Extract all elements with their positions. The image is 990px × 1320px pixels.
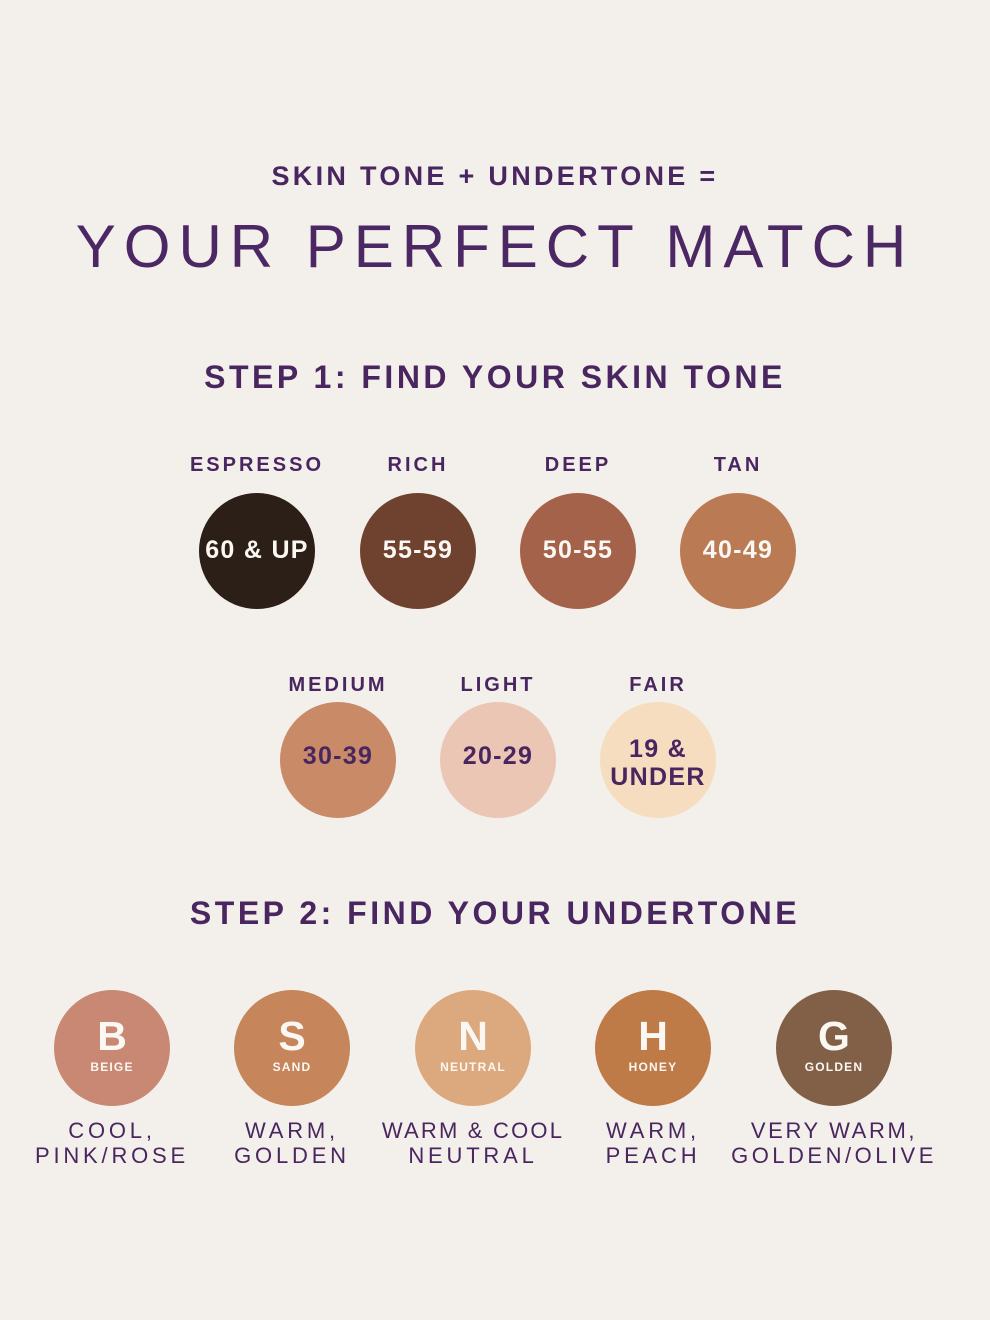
svg-text:B: B — [97, 1013, 127, 1059]
svg-text:MEDIUM: MEDIUM — [288, 674, 387, 696]
svg-text:YOUR PERFECT MATCH: YOUR PERFECT MATCH — [76, 213, 914, 280]
svg-text:COOL,: COOL, — [68, 1118, 155, 1143]
svg-text:55-59: 55-59 — [383, 536, 453, 564]
svg-text:RICH: RICH — [388, 454, 449, 476]
svg-text:40-49: 40-49 — [703, 536, 773, 564]
svg-text:PEACH: PEACH — [606, 1143, 701, 1168]
svg-text:STEP 2: FIND YOUR UNDERTONE: STEP 2: FIND YOUR UNDERTONE — [190, 895, 800, 931]
svg-text:H: H — [638, 1013, 668, 1059]
svg-text:GOLDEN: GOLDEN — [805, 1060, 864, 1074]
svg-text:S: S — [278, 1013, 305, 1059]
svg-text:WARM,: WARM, — [606, 1118, 700, 1143]
svg-text:VERY WARM,: VERY WARM, — [751, 1118, 917, 1143]
svg-text:GOLDEN/OLIVE: GOLDEN/OLIVE — [731, 1143, 937, 1168]
svg-text:19 &: 19 & — [629, 735, 687, 763]
svg-text:ESPRESSO: ESPRESSO — [190, 454, 324, 476]
svg-text:FAIR: FAIR — [629, 674, 687, 696]
svg-text:GOLDEN: GOLDEN — [234, 1143, 350, 1168]
svg-text:TAN: TAN — [714, 454, 763, 476]
svg-text:BEIGE: BEIGE — [90, 1060, 133, 1074]
svg-text:60 & UP: 60 & UP — [205, 536, 309, 564]
svg-text:30-39: 30-39 — [303, 742, 373, 770]
svg-text:HONEY: HONEY — [629, 1060, 678, 1074]
svg-text:PINK/ROSE: PINK/ROSE — [35, 1143, 189, 1168]
svg-text:WARM,: WARM, — [245, 1118, 339, 1143]
svg-text:SAND: SAND — [273, 1060, 312, 1074]
svg-text:NEUTRAL: NEUTRAL — [408, 1143, 537, 1168]
svg-text:WARM & COOL: WARM & COOL — [382, 1118, 564, 1143]
svg-text:20-29: 20-29 — [463, 742, 533, 770]
svg-text:UNDER: UNDER — [610, 763, 705, 791]
svg-text:LIGHT: LIGHT — [461, 674, 536, 696]
svg-text:G: G — [818, 1013, 850, 1059]
svg-text:SKIN TONE + UNDERTONE =: SKIN TONE + UNDERTONE = — [272, 161, 719, 191]
svg-text:STEP 1: FIND YOUR SKIN TONE: STEP 1: FIND YOUR SKIN TONE — [204, 359, 786, 395]
svg-text:NEUTRAL: NEUTRAL — [440, 1060, 506, 1074]
svg-text:50-55: 50-55 — [543, 536, 613, 564]
svg-text:DEEP: DEEP — [545, 454, 611, 476]
svg-text:N: N — [458, 1013, 488, 1059]
